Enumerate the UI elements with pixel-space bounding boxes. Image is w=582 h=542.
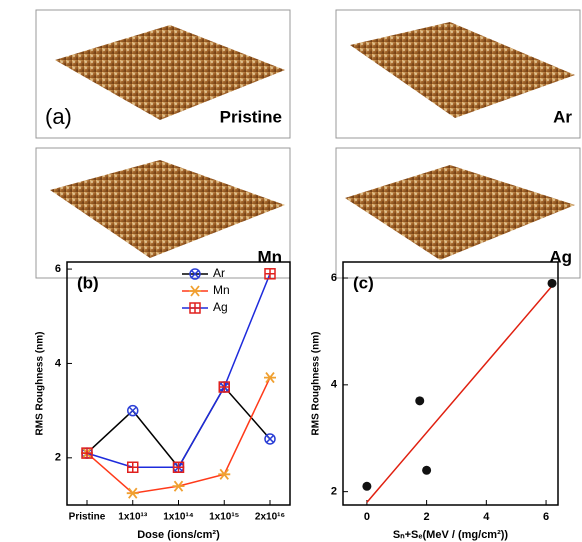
x-tick-label: Pristine — [69, 512, 106, 523]
marker-part — [190, 303, 200, 313]
point — [415, 396, 425, 406]
marker — [264, 372, 276, 384]
x-tick-label: 1x10¹³ — [118, 512, 148, 523]
y-tick-label: 6 — [331, 272, 337, 284]
marker-part — [172, 480, 185, 492]
x-tick-label: 2 — [424, 511, 430, 523]
panel-label: (a) — [45, 104, 72, 129]
afm-surface — [350, 22, 575, 118]
marker-part — [218, 468, 231, 480]
marker — [264, 268, 276, 280]
series-line — [86, 273, 271, 469]
marker — [218, 468, 231, 480]
legend-label: Ar — [213, 266, 225, 280]
x-axis-label: Sₙ+Sₑ(MeV / (mg/cm²)) — [393, 529, 509, 541]
marker-part — [127, 462, 138, 473]
series-line — [86, 377, 271, 494]
marker — [81, 447, 93, 459]
point — [422, 465, 432, 475]
sample-label: Ag — [549, 247, 572, 266]
x-tick-label: 2x10¹⁶ — [255, 512, 285, 523]
sample-label: Mn — [257, 247, 282, 266]
marker-part — [173, 462, 184, 473]
marker-part — [189, 285, 201, 297]
series-line — [86, 385, 271, 469]
marker-part — [189, 268, 201, 280]
y-tick-label: 2 — [331, 486, 337, 498]
marker-part — [265, 434, 275, 443]
marker — [126, 487, 139, 499]
marker-part — [219, 382, 230, 393]
y-tick-label: 2 — [55, 452, 61, 464]
afm-surface — [55, 25, 285, 120]
chart-label: (b) — [77, 273, 99, 292]
x-axis-label: Dose (ions/cm²) — [137, 529, 220, 541]
y-tick-label: 4 — [55, 357, 62, 369]
marker-part — [265, 268, 275, 279]
marker — [127, 404, 139, 417]
chart-label: (c) — [353, 273, 374, 292]
marker — [218, 381, 230, 393]
afm-panels: (a) Pristine Ar Mn Ag — [35, 9, 581, 279]
marker-part — [127, 404, 139, 417]
y-tick-label: 4 — [331, 379, 338, 391]
marker — [172, 461, 185, 474]
point — [547, 278, 557, 288]
sample-label: Ar — [553, 107, 572, 126]
marker — [172, 480, 185, 492]
sample-label: Pristine — [220, 107, 282, 126]
y-axis-label: RMS Roughness (nm) — [35, 332, 46, 436]
legend-label: Mn — [213, 283, 230, 297]
marker-part — [190, 269, 200, 279]
point — [362, 481, 372, 491]
marker — [189, 285, 201, 297]
x-tick-label: 0 — [364, 511, 370, 523]
marker-part — [126, 487, 139, 499]
marker-part — [82, 448, 92, 459]
y-tick-label: 6 — [55, 263, 61, 275]
fit-line — [366, 285, 553, 503]
marker-part — [264, 372, 276, 384]
x-tick-label: 1x10¹⁴ — [163, 512, 194, 523]
afm-surface — [345, 165, 575, 260]
y-axis-label: RMS Roughness (nm) — [311, 332, 322, 436]
marker — [264, 433, 276, 445]
marker-part — [128, 406, 137, 415]
marker — [127, 461, 139, 474]
x-tick-label: 6 — [543, 511, 549, 523]
afm-surface — [50, 160, 285, 258]
legend-label: Ag — [213, 300, 228, 314]
plot-frame — [342, 261, 559, 506]
marker — [189, 302, 201, 314]
marker — [189, 268, 201, 280]
marker-part — [264, 433, 276, 445]
x-tick-label: 4 — [483, 511, 490, 523]
x-tick-label: 1x10¹⁵ — [209, 512, 240, 523]
